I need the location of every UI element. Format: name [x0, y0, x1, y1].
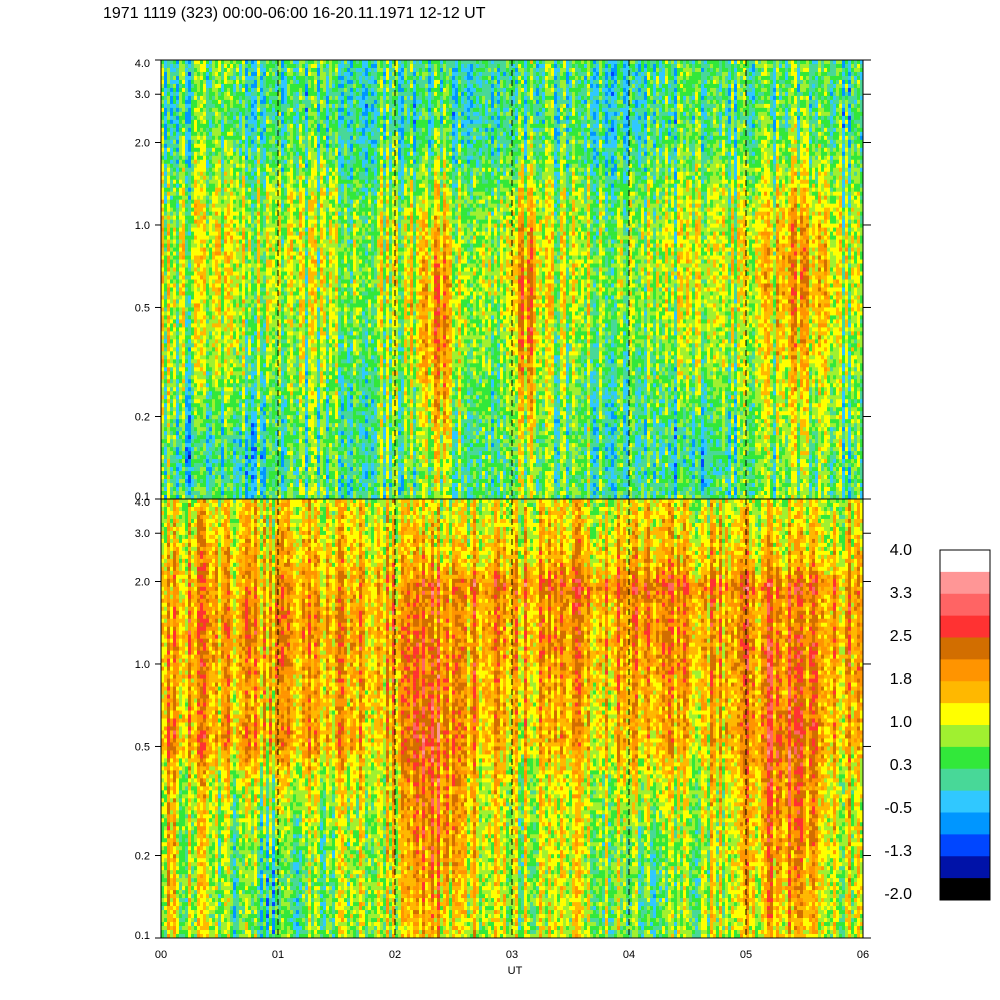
colorbar-label: 3.3 — [890, 585, 912, 602]
colorbar-swatch — [940, 725, 990, 747]
x-axis-label: UT — [508, 965, 523, 977]
colorbar-swatch — [940, 791, 990, 813]
y-tick-label-top: 0.5 — [135, 302, 150, 314]
colorbar-swatch — [940, 878, 990, 900]
colorbar-swatch — [940, 856, 990, 878]
y-tick-label-top: 2.0 — [135, 137, 150, 149]
colorbar-label: 0.3 — [890, 757, 912, 774]
colorbar-label: -0.5 — [884, 800, 912, 817]
y-tick-label-bottom: 1.0 — [135, 659, 150, 671]
colorbar-swatch — [940, 747, 990, 769]
colorbar-swatch — [940, 550, 990, 572]
colorbar-swatch — [940, 638, 990, 660]
colorbar-swatch — [940, 616, 990, 638]
x-tick-label: 02 — [389, 949, 401, 961]
y-tick-label-bottom: 0.2 — [135, 851, 150, 863]
colorbar-label: -2.0 — [884, 886, 912, 903]
colorbar-label: -1.3 — [884, 843, 912, 860]
y-tick-label-bottom: 3.0 — [135, 528, 150, 540]
x-tick-label: 04 — [623, 949, 635, 961]
y-tick-label-bottom: 2.0 — [135, 576, 150, 588]
colorbar-label: 2.5 — [890, 628, 912, 645]
colorbar-label: 1.8 — [890, 671, 912, 688]
x-tick-label: 03 — [506, 949, 518, 961]
y-tick-label-top: 1.0 — [135, 220, 150, 232]
colorbar-label: 1.0 — [890, 714, 912, 731]
y-tick-label-top: 3.0 — [135, 89, 150, 101]
x-tick-label: 01 — [272, 949, 284, 961]
colorbar-swatch — [940, 572, 990, 594]
colorbar-swatch — [940, 769, 990, 791]
y-tick-label-bottom: 0.1 — [135, 930, 150, 942]
colorbar-swatch — [940, 659, 990, 681]
colorbar-swatch — [940, 703, 990, 725]
x-tick-label: 05 — [740, 949, 752, 961]
y-tick-label-top: 0.2 — [135, 412, 150, 424]
x-tick-label: 06 — [857, 949, 869, 961]
y-tick-label-top: 4.0 — [135, 58, 150, 70]
colorbar-swatch — [940, 681, 990, 703]
colorbar-label: 4.0 — [890, 542, 912, 559]
y-tick-label-bottom: 0.5 — [135, 741, 150, 753]
colorbar-swatch — [940, 594, 990, 616]
colorbar-swatch — [940, 813, 990, 835]
y-tick-label-bottom: 4.0 — [135, 497, 150, 509]
colorbar-swatch — [940, 834, 990, 856]
x-tick-label: 00 — [155, 949, 167, 961]
